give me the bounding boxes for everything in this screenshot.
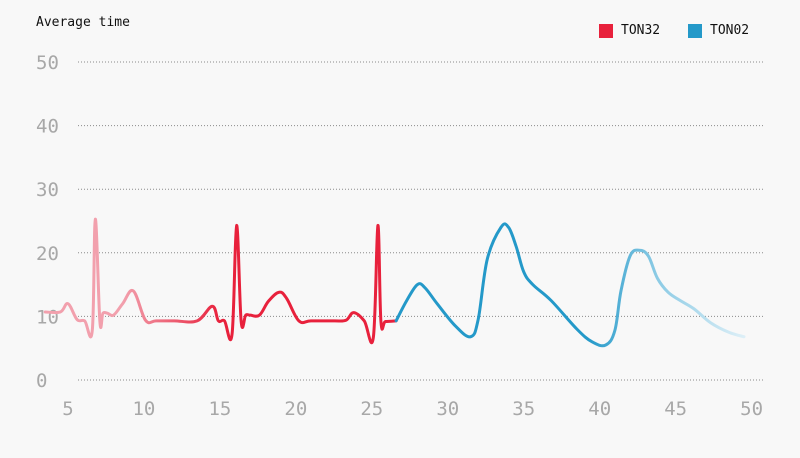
x-tick-label: 25 xyxy=(360,398,383,420)
legend-swatch-ton32 xyxy=(599,23,613,38)
y-tick-label: 30 xyxy=(36,179,59,201)
series-line-ton02[interactable] xyxy=(394,222,746,348)
y-tick-label: 0 xyxy=(36,370,47,392)
y-tick-label: 40 xyxy=(36,116,59,138)
x-tick-label: 20 xyxy=(284,398,307,420)
y-tick-label: 10 xyxy=(36,306,59,328)
y-tick-label: 20 xyxy=(36,243,59,265)
x-tick-label: 10 xyxy=(132,398,155,420)
legend-item-ton32[interactable]: TON32 xyxy=(599,23,660,38)
x-tick-label: 50 xyxy=(740,398,763,420)
legend-item-ton02[interactable]: TON02 xyxy=(688,23,749,38)
legend-label-ton32: TON32 xyxy=(621,23,661,38)
x-tick-label: 15 xyxy=(208,398,231,420)
series-line-ton32[interactable] xyxy=(43,217,398,345)
x-tick-label: 45 xyxy=(664,398,687,420)
x-tick-label: 40 xyxy=(588,398,611,420)
y-tick-label: 50 xyxy=(36,52,59,74)
x-tick-label: 35 xyxy=(512,398,535,420)
x-tick-label: 30 xyxy=(436,398,459,420)
legend-swatch-ton02 xyxy=(688,23,702,38)
x-tick-label: 5 xyxy=(62,398,73,420)
chart-title: Average time xyxy=(36,15,130,30)
legend-label-ton02: TON02 xyxy=(710,23,750,38)
